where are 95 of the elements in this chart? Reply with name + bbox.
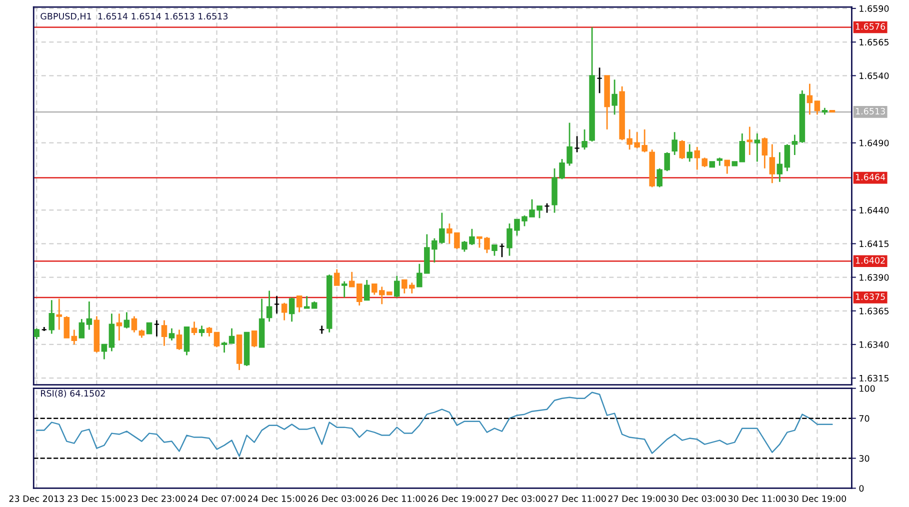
candlestick [762, 136, 768, 170]
y-tick-label: 1.6440 [860, 206, 889, 214]
candlestick [131, 316, 138, 334]
candlestick [154, 320, 160, 338]
candlestick [814, 100, 820, 116]
y-tick-label: 100 [860, 385, 875, 392]
x-tick-label: 24 Dec 07:00 [188, 495, 246, 502]
candlestick [101, 344, 108, 360]
x-tick-label: 27 Dec 03:00 [488, 495, 546, 502]
candlestick [612, 78, 618, 116]
x-tick-label: 27 Dec 19:00 [608, 495, 666, 502]
candlestick [746, 126, 753, 156]
candlestick [754, 132, 760, 162]
candlestick [686, 144, 692, 162]
y-tick-label: 30 [859, 455, 870, 462]
y-tick-label: 1.6340 [860, 341, 889, 348]
candlestick [596, 66, 602, 94]
candlestick [214, 332, 220, 348]
x-tick-label: 26 Dec 03:00 [308, 495, 366, 502]
candlestick [228, 328, 235, 344]
candlestick [356, 283, 362, 306]
candlestick [221, 341, 228, 354]
candlestick [281, 302, 288, 321]
chart-title: RSI(8) 64.1502 [41, 390, 105, 398]
y-tick-label: 1.6415 [860, 240, 889, 248]
candlestick [304, 295, 310, 309]
candlestick [34, 328, 40, 340]
candlestick [274, 295, 280, 314]
ref-line-label: 1.6576 [856, 23, 886, 30]
y-tick-label: 1.6365 [860, 308, 889, 314]
candlestick [251, 330, 258, 348]
candlestick [776, 152, 783, 183]
candlestick [702, 156, 708, 168]
candlestick [348, 271, 355, 288]
text: GBPUSD,H1 1.6514 1.6514 1.6513 1.6513 [40, 12, 228, 20]
x-tick-label: 23 Dec 15:00 [68, 495, 126, 502]
candlestick [86, 300, 92, 330]
candlestick [582, 128, 588, 150]
candlestick [48, 299, 55, 334]
candlestick [191, 320, 198, 336]
candlestick [784, 144, 790, 172]
x-tick-label: 26 Dec 19:00 [428, 495, 486, 502]
candlestick [198, 324, 205, 338]
candlestick [176, 329, 182, 351]
x-tick-label: 24 Dec 15:00 [248, 495, 306, 502]
x-tick-label: 26 Dec 11:00 [368, 495, 426, 502]
y-tick-label: 70 [859, 415, 870, 422]
candlestick [71, 329, 78, 346]
y-tick-label: 0 [859, 485, 864, 492]
candlestick [792, 134, 798, 156]
y-tick-label: 1.6540 [860, 72, 889, 80]
ref-line-label: 1.6464 [856, 174, 886, 180]
x-tick-label: 23 Dec 2013 [9, 495, 64, 502]
candlestick [266, 290, 272, 322]
y-tick-label: 1.6590 [860, 5, 889, 12]
candlestick [679, 139, 685, 160]
candlestick [56, 298, 62, 330]
candlestick [124, 312, 130, 330]
candlestick [146, 322, 152, 334]
candlestick [492, 244, 498, 256]
candlestick [724, 160, 730, 174]
candlestick [168, 328, 175, 342]
candlestick [334, 268, 340, 286]
candlestick [499, 242, 505, 258]
line-series [36, 392, 833, 457]
candlestick [341, 280, 348, 298]
candlestick [694, 146, 700, 170]
candlestick [78, 318, 85, 338]
candlestick [672, 131, 678, 156]
y-tick-label: 1.6390 [860, 274, 889, 281]
x-tick-label: 30 Dec 11:00 [728, 495, 786, 502]
y-tick-label: 1.6315 [860, 374, 889, 382]
ref-line-label: 1.6513 [856, 108, 885, 114]
x-tick-label: 27 Dec 11:00 [548, 495, 606, 502]
candlestick [161, 320, 168, 347]
x-tick-label: 30 Dec 19:00 [788, 495, 846, 502]
ref-line-label: 1.6375 [856, 293, 885, 300]
candlestick [739, 132, 746, 162]
candlestick [769, 144, 776, 184]
candlestick [296, 295, 302, 313]
x-tick-label: 23 Dec 23:00 [128, 495, 186, 502]
candlestick [364, 279, 370, 301]
candlestick [288, 296, 295, 322]
candlestick [108, 312, 115, 352]
x-tick-label: 30 Dec 03:00 [668, 495, 726, 502]
candlestick [64, 316, 70, 338]
candlestick [574, 135, 580, 153]
candlestick [806, 83, 813, 116]
candlestick [206, 326, 212, 338]
y-tick-label: 1.6490 [860, 140, 889, 146]
candlestick [394, 275, 400, 298]
y-tick-label: 1.6565 [860, 38, 889, 46]
candlestick [544, 202, 550, 214]
ref-line-label: 1.6402 [856, 257, 885, 264]
candlestick [116, 312, 122, 342]
